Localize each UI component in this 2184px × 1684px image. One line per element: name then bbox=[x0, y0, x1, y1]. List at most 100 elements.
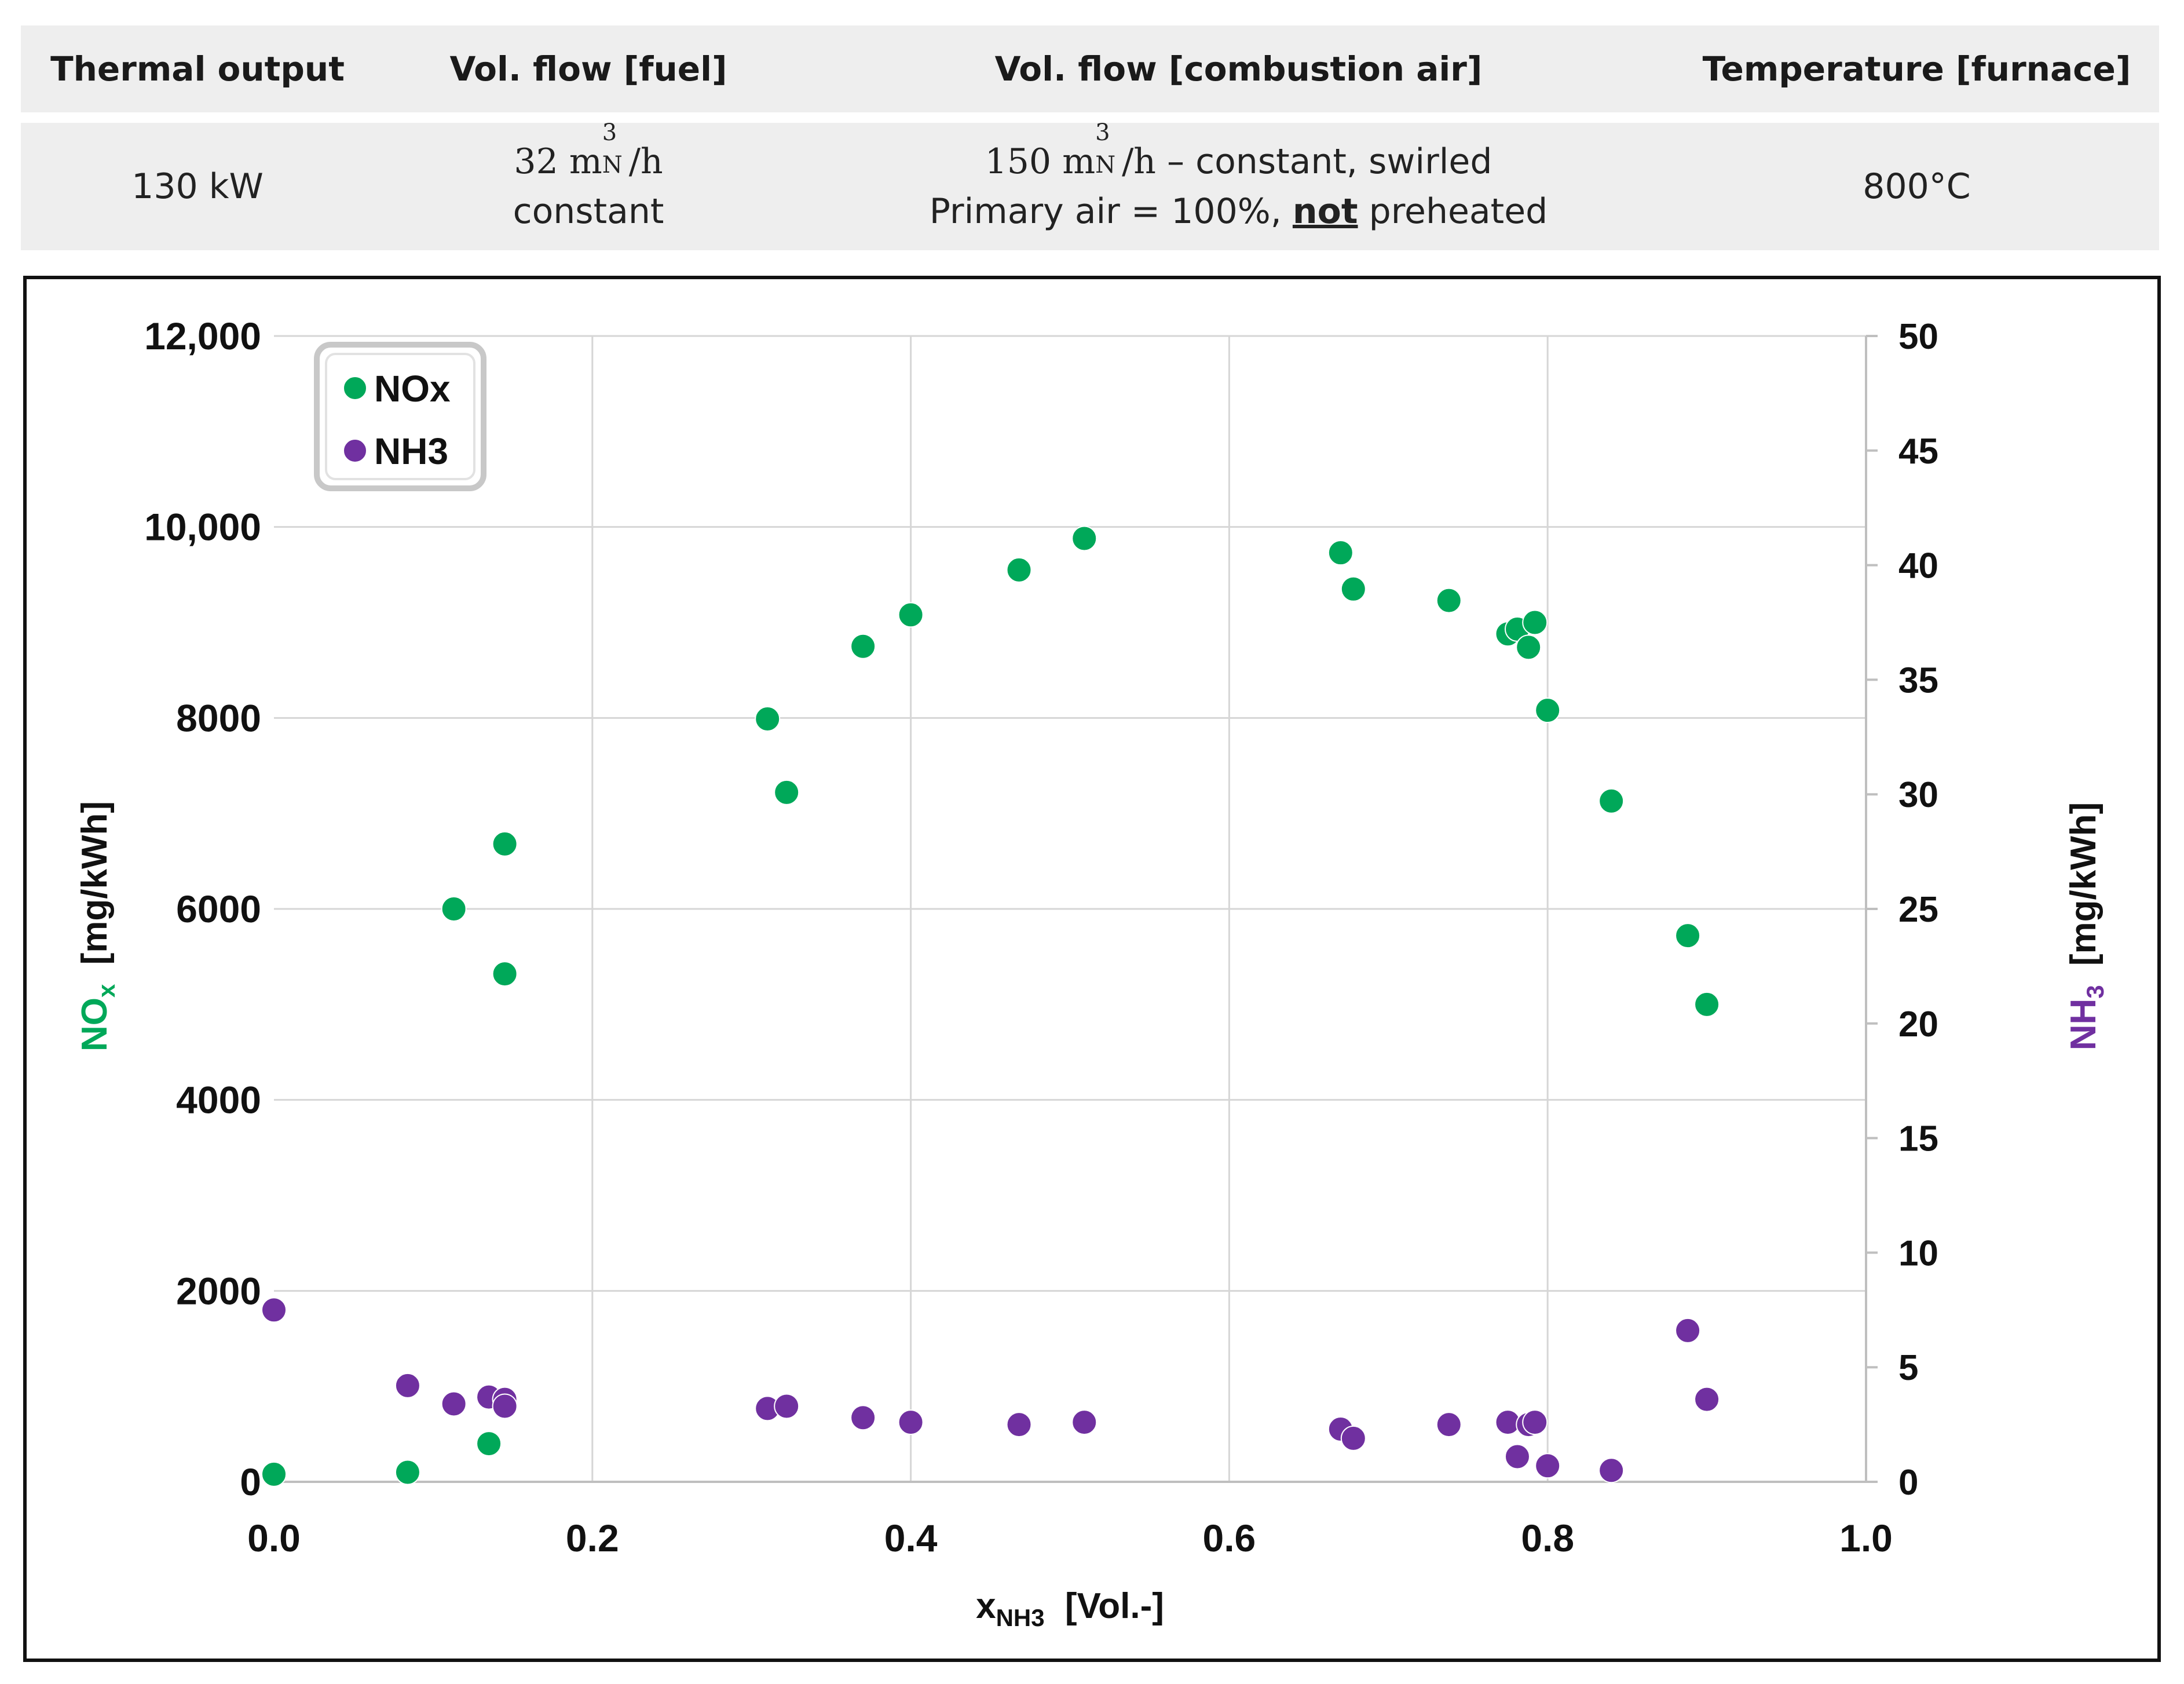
fuel-flow-line: 32 m 3 N/h bbox=[514, 121, 663, 187]
x-tick-label: 0.2 bbox=[566, 1517, 619, 1559]
header-furnace-temperature: Temperature [furnace] bbox=[1702, 49, 2131, 89]
y-right-tick-label: 20 bbox=[1898, 1004, 1938, 1044]
y-right-tick-label: 25 bbox=[1898, 890, 1938, 930]
nh3-point bbox=[441, 1391, 467, 1417]
y-right-tick-label: 30 bbox=[1898, 775, 1938, 815]
nh3-point bbox=[1522, 1409, 1548, 1435]
nox-point bbox=[774, 779, 800, 805]
nox-point bbox=[261, 1461, 287, 1487]
fuel-flow-value: 32 m 3 N/h constant bbox=[374, 121, 803, 250]
nh3-point bbox=[1535, 1453, 1561, 1479]
fuel-flow-number: 32 bbox=[514, 141, 558, 182]
legend-marker-nh3 bbox=[343, 439, 367, 463]
nh3-point bbox=[261, 1297, 287, 1323]
header-air-flow: Vol. flow [combustion air] bbox=[994, 49, 1483, 89]
legend: NOx NH3 bbox=[314, 342, 486, 491]
nox-point bbox=[394, 1459, 420, 1485]
y-left-tick-label: 12,000 bbox=[144, 315, 261, 357]
fuel-flow-note: constant bbox=[513, 191, 664, 232]
nox-point bbox=[1675, 923, 1701, 949]
fuel-flow-per: /h bbox=[628, 141, 663, 182]
fuel-flow-unit-sub: N bbox=[602, 152, 623, 178]
y-right-tick-label: 35 bbox=[1898, 660, 1938, 700]
x-tick-label: 1.0 bbox=[1839, 1517, 1893, 1559]
x-tick-label: 0.0 bbox=[247, 1517, 301, 1559]
y-left-tick-label: 0 bbox=[240, 1460, 261, 1503]
nh3-point bbox=[1436, 1412, 1462, 1438]
y-left-tick-label: 2000 bbox=[176, 1269, 261, 1312]
nh3-point bbox=[1598, 1457, 1625, 1484]
data-points bbox=[261, 525, 1720, 1487]
chart-frame: 0.0 0.2 0.4 0.6 0.8 1.0 0 2000 4000 6000 8000 10,00… bbox=[23, 276, 2161, 1662]
y-right-title-unit: [mg/kWh] bbox=[2064, 802, 2103, 976]
furnace-temperature-value: 800°C bbox=[1863, 166, 1971, 207]
x-axis-title-sub: NH3 bbox=[996, 1604, 1045, 1631]
tick-labels: 0.0 0.2 0.4 0.6 0.8 1.00200040006000800010,00… bbox=[144, 315, 1938, 1559]
x-axis-title-unit: [Vol.-] bbox=[1055, 1586, 1164, 1626]
x-axis-title: xNH3 [Vol.-] bbox=[976, 1586, 1164, 1631]
y-right-axis-title: NH3 [mg/kWh] bbox=[2064, 802, 2109, 1051]
legend-marker-nox bbox=[343, 376, 367, 400]
y-left-title-unit: [mg/kWh] bbox=[75, 801, 115, 975]
y-left-tick-label: 8000 bbox=[176, 696, 261, 739]
nox-point bbox=[1522, 609, 1548, 635]
nox-point bbox=[1071, 525, 1098, 551]
nox-point bbox=[898, 602, 924, 628]
y-left-title-sub: x bbox=[93, 984, 120, 998]
nox-point bbox=[476, 1431, 502, 1457]
fuel-flow-unit: m bbox=[569, 141, 602, 182]
legend-label-nh3: NH3 bbox=[374, 430, 448, 472]
nox-nh3-scatter-chart: 0.0 0.2 0.4 0.6 0.8 1.00200040006000800010,00… bbox=[75, 315, 2109, 1631]
y-right-tick-label: 5 bbox=[1898, 1348, 1918, 1388]
air-flow-unit-sub: N bbox=[1095, 152, 1116, 178]
nox-point bbox=[1694, 991, 1720, 1017]
legend-label-nox: NOx bbox=[374, 368, 451, 410]
nh3-point bbox=[898, 1409, 924, 1435]
air-note-suffix: preheated bbox=[1358, 191, 1548, 232]
gridlines bbox=[274, 335, 1867, 1482]
x-tick-label: 0.6 bbox=[1203, 1517, 1256, 1559]
air-flow-note: Primary air = 100%, not preheated bbox=[930, 187, 1548, 236]
nox-point bbox=[1535, 697, 1561, 724]
nox-point bbox=[1436, 587, 1462, 613]
y-right-tick-label: 0 bbox=[1898, 1463, 1918, 1503]
nh3-point bbox=[1694, 1386, 1720, 1412]
header-fuel-flow: Vol. flow [fuel] bbox=[449, 49, 727, 89]
air-flow-unit-sup: 3 bbox=[1095, 119, 1110, 146]
nox-point bbox=[755, 706, 781, 732]
nh3-point bbox=[1675, 1317, 1701, 1343]
y-right-tick-label: 45 bbox=[1898, 432, 1938, 472]
x-axis-title-main: x bbox=[976, 1586, 996, 1626]
legend-box-inner bbox=[325, 353, 475, 480]
x-tick-label: 0.8 bbox=[1521, 1517, 1574, 1559]
y-left-tick-label: 6000 bbox=[176, 887, 261, 930]
nox-point bbox=[441, 896, 467, 922]
axes bbox=[274, 335, 1878, 1483]
y-right-tick-label: 50 bbox=[1898, 317, 1938, 357]
air-flow-unit: m bbox=[1062, 141, 1096, 182]
nox-point bbox=[1327, 540, 1353, 566]
fuel-flow-unit-sup: 3 bbox=[602, 119, 617, 146]
y-right-tick-label: 15 bbox=[1898, 1119, 1938, 1159]
nh3-point bbox=[774, 1393, 800, 1419]
x-tick-label: 0.4 bbox=[884, 1517, 938, 1559]
axis-titles: xNH3 [Vol.-]NOx [mg/kWh]NH3 [mg/kWh] bbox=[75, 801, 2109, 1631]
nh3-point bbox=[850, 1405, 876, 1431]
nh3-point bbox=[492, 1393, 518, 1419]
nox-point bbox=[1598, 788, 1625, 814]
table-header-row: Thermal output Vol. flow [fuel] Vol. flo… bbox=[21, 25, 2159, 112]
y-left-tick-label: 10,000 bbox=[144, 506, 261, 549]
y-left-tick-label: 4000 bbox=[176, 1079, 261, 1122]
nh3-point bbox=[1504, 1444, 1530, 1470]
nox-point bbox=[492, 831, 518, 857]
y-right-title-sub: 3 bbox=[2081, 985, 2109, 998]
air-flow-line: 150 m 3 N/h – constant, swirled bbox=[985, 121, 1492, 187]
thermal-output-value: 130 kW bbox=[131, 166, 264, 207]
air-flow-value: 150 m 3 N/h – constant, swirled Primary ai… bbox=[803, 121, 1674, 250]
header-thermal-output: Thermal output bbox=[50, 49, 345, 89]
nh3-point bbox=[1071, 1409, 1098, 1435]
table-value-row: 130 kW 32 m 3 N/h constant 150 m 3 N/h – con… bbox=[21, 121, 2159, 250]
nox-point bbox=[492, 961, 518, 987]
y-right-tick-label: 10 bbox=[1898, 1233, 1938, 1273]
